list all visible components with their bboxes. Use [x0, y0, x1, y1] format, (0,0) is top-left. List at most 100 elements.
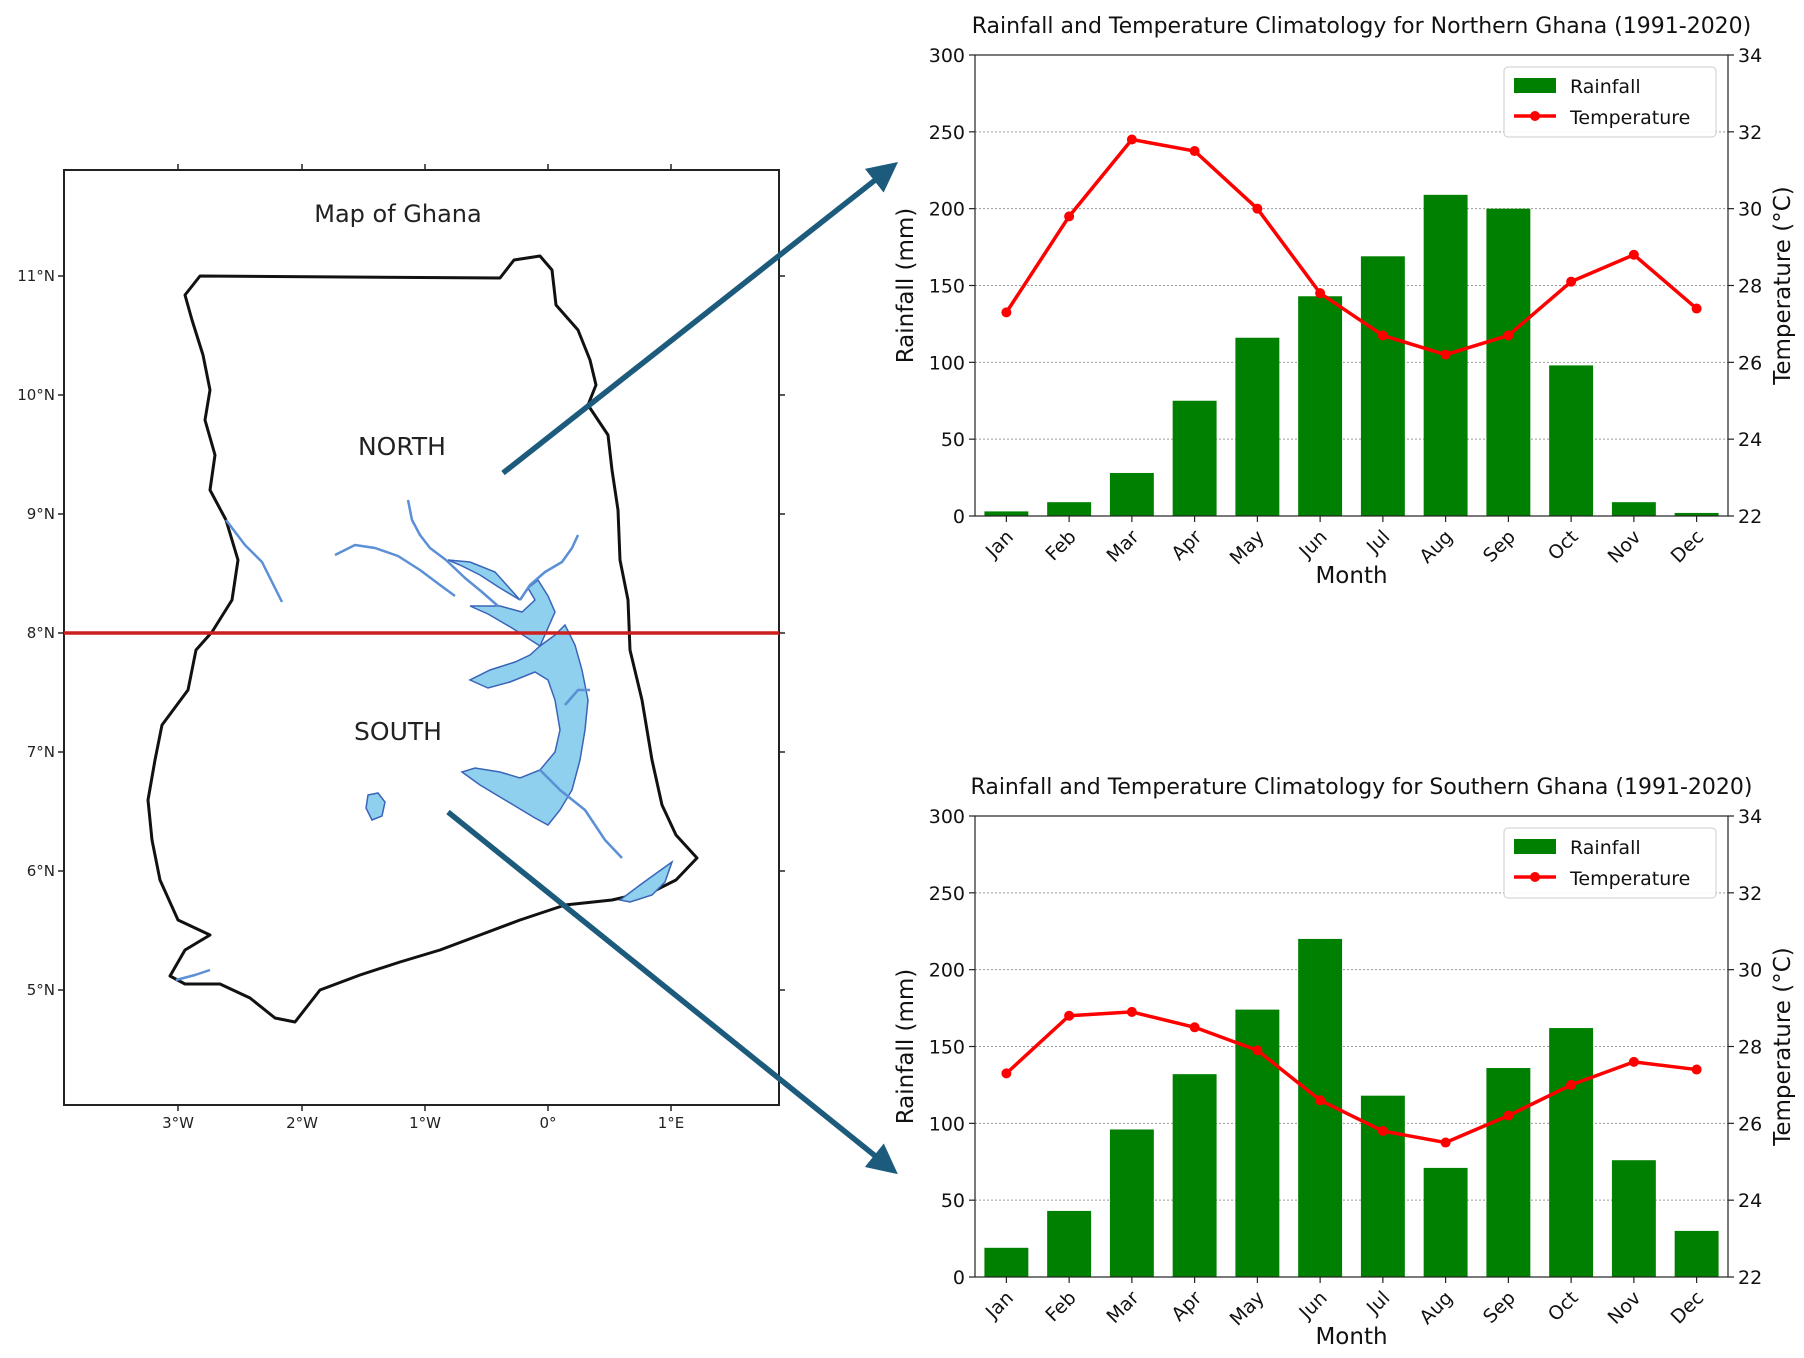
- lon-label-3w: 3°W: [162, 1114, 194, 1132]
- x-tick-label-jan: Jan: [981, 1287, 1018, 1324]
- temperature-point-jun: [1315, 1095, 1326, 1106]
- y2-tick-label: 28: [1738, 276, 1762, 298]
- longitude-labels: 3°W 2°W 1°W 0° 1°E: [162, 1114, 684, 1132]
- y-tick-label: 50: [941, 429, 965, 451]
- lat-label-6n: 6°N: [27, 862, 55, 880]
- south-region-label: SOUTH: [354, 717, 442, 746]
- temperature-point-may: [1252, 203, 1263, 214]
- y2-tick-label: 24: [1738, 429, 1762, 451]
- map-frame-ticks: [58, 164, 785, 1111]
- y2-tick-label: 32: [1738, 122, 1762, 144]
- y2-tick-label: 22: [1738, 1267, 1762, 1289]
- legend-swatch-rainfall: [1514, 78, 1556, 93]
- y2-tick-label: 26: [1738, 1113, 1762, 1135]
- rainfall-bar-jan: [984, 1247, 1029, 1277]
- rainfall-bar-dec: [1674, 512, 1719, 516]
- y2-tick-label: 34: [1738, 45, 1762, 67]
- legend-swatch-temperature-marker: [1530, 872, 1540, 882]
- rainfall-bar-apr: [1172, 400, 1217, 516]
- temperature-point-jan: [1001, 307, 1012, 318]
- x-tick-label-jan: Jan: [981, 526, 1018, 563]
- rainfall-bar-jan: [984, 511, 1029, 516]
- legend-swatch-temperature-marker: [1530, 111, 1540, 121]
- arrow-to-south-chart: [446, 809, 898, 1175]
- x-tick-label-oct: Oct: [1544, 526, 1583, 565]
- x-tick-label-jul: Jul: [1362, 1287, 1394, 1319]
- lon-label-2w: 2°W: [286, 1114, 318, 1132]
- north-region-label: NORTH: [358, 432, 446, 461]
- rainfall-bar-nov: [1611, 502, 1656, 516]
- rainfall-bar-feb: [1047, 502, 1092, 516]
- lat-label-11n: 11°N: [17, 267, 55, 285]
- temperature-point-jan: [1001, 1068, 1012, 1079]
- legend-label-rainfall: Rainfall: [1570, 837, 1641, 859]
- temperature-point-may: [1252, 1045, 1263, 1056]
- x-tick-label-nov: Nov: [1604, 526, 1646, 568]
- lake-volta: [365, 559, 674, 903]
- y-tick-label: 150: [929, 276, 965, 298]
- temperature-point-mar: [1126, 134, 1137, 145]
- lon-label-1e: 1°E: [658, 1114, 685, 1132]
- legend-box: [1503, 66, 1717, 138]
- lat-label-8n: 8°N: [27, 624, 55, 642]
- x-tick-label-jun: Jun: [1294, 526, 1331, 563]
- latitude-labels: 11°N 10°N 9°N 8°N 7°N 6°N 5°N: [17, 267, 55, 999]
- legend-label-rainfall: Rainfall: [1570, 76, 1641, 98]
- temperature-point-nov: [1628, 249, 1639, 260]
- y2-tick-label: 34: [1738, 806, 1762, 828]
- rainfall-bar-may: [1235, 337, 1280, 516]
- y2-tick-label: 32: [1738, 883, 1762, 905]
- x-tick-label-jun: Jun: [1294, 1287, 1331, 1324]
- y-tick-label: 50: [941, 1190, 965, 1212]
- y2-axis-label: Temperature (°C): [1770, 947, 1796, 1147]
- x-tick-label-may: May: [1226, 1287, 1269, 1330]
- rainfall-bar-mar: [1109, 472, 1154, 516]
- x-tick-label-feb: Feb: [1041, 526, 1080, 565]
- rainfall-bar-oct: [1549, 1028, 1594, 1277]
- x-tick-label-nov: Nov: [1604, 1287, 1646, 1329]
- y2-tick-label: 30: [1738, 199, 1762, 221]
- temperature-point-aug: [1440, 349, 1451, 360]
- legend-label-temperature: Temperature: [1569, 868, 1690, 890]
- temperature-point-sep: [1503, 330, 1514, 341]
- y-tick-label: 0: [953, 506, 965, 528]
- ghana-map: Map of Ghana 11°N 10°N 9°N 8°N 7°N 6°N 5…: [17, 164, 785, 1132]
- rainfall-bar-jun: [1298, 296, 1343, 516]
- y2-tick-label: 28: [1738, 1037, 1762, 1059]
- y-tick-label: 150: [929, 1037, 965, 1059]
- south-climatology-chart: Rainfall and Temperature Climatology for…: [893, 775, 1796, 1350]
- temperature-point-jun: [1315, 288, 1326, 299]
- lon-label-0: 0°: [539, 1114, 556, 1132]
- rainfall-bar-apr: [1172, 1074, 1217, 1277]
- y-tick-label: 250: [929, 883, 965, 905]
- ghana-outline: [146, 254, 699, 1024]
- temperature-point-aug: [1440, 1137, 1451, 1148]
- north-climatology-chart: Rainfall and Temperature Climatology for…: [893, 14, 1796, 589]
- temperature-point-feb: [1064, 211, 1075, 222]
- y2-tick-label: 30: [1738, 960, 1762, 982]
- rainfall-bar-aug: [1423, 1167, 1468, 1277]
- map-title: Map of Ghana: [314, 200, 481, 228]
- x-tick-label-aug: Aug: [1415, 526, 1457, 568]
- y2-tick-label: 22: [1738, 506, 1762, 528]
- rainfall-bar-sep: [1486, 208, 1531, 516]
- temperature-point-dec: [1691, 303, 1702, 314]
- x-tick-label-apr: Apr: [1167, 1287, 1206, 1326]
- temperature-point-oct: [1566, 1079, 1577, 1090]
- chart-title: Rainfall and Temperature Climatology for…: [972, 14, 1752, 39]
- y2-axis-label: Temperature (°C): [1770, 186, 1796, 386]
- y-axis-label: Rainfall (mm): [893, 969, 919, 1125]
- legend-box: [1503, 827, 1717, 899]
- x-axis-label: Month: [1315, 563, 1387, 589]
- rainfall-bar-nov: [1611, 1160, 1656, 1277]
- temperature-point-jul: [1377, 330, 1388, 341]
- temperature-point-jul: [1377, 1126, 1388, 1137]
- temperature-point-sep: [1503, 1110, 1514, 1121]
- y2-tick-label: 26: [1738, 352, 1762, 374]
- rivers: [175, 499, 623, 982]
- y2-tick-label: 24: [1738, 1190, 1762, 1212]
- lat-label-5n: 5°N: [27, 981, 55, 999]
- y-tick-label: 100: [929, 352, 965, 374]
- x-tick-label-mar: Mar: [1102, 1287, 1143, 1328]
